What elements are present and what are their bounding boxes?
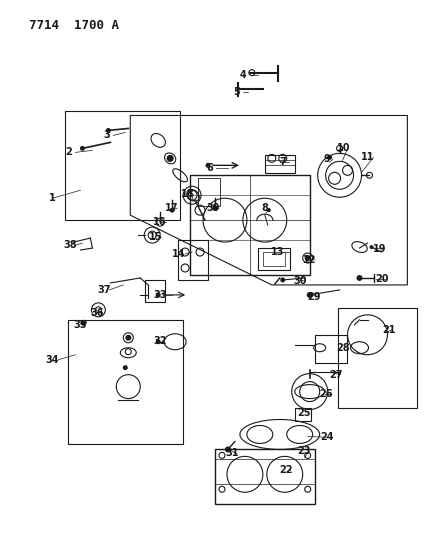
Circle shape (280, 278, 285, 282)
Text: 29: 29 (307, 292, 321, 302)
Text: 18: 18 (181, 189, 195, 199)
Circle shape (225, 447, 231, 453)
Circle shape (307, 292, 313, 298)
Text: 1: 1 (49, 193, 56, 203)
Text: 3: 3 (103, 131, 110, 140)
Circle shape (167, 155, 173, 161)
Circle shape (80, 320, 86, 326)
Bar (215, 449, 315, 504)
Bar (338, 308, 417, 408)
Circle shape (369, 245, 374, 249)
Bar (263, 252, 285, 266)
Text: 14: 14 (172, 249, 186, 259)
Text: 7: 7 (279, 157, 286, 167)
Circle shape (106, 128, 111, 133)
Text: 2: 2 (65, 147, 72, 157)
Circle shape (305, 255, 311, 261)
Text: 12: 12 (303, 255, 316, 265)
Text: 21: 21 (383, 325, 396, 335)
Text: 15: 15 (149, 232, 162, 242)
Text: 36: 36 (91, 308, 104, 318)
Text: 20: 20 (376, 274, 389, 284)
Text: 26: 26 (319, 389, 333, 399)
Circle shape (267, 208, 271, 212)
Text: 24: 24 (320, 432, 333, 442)
Bar (65, 110, 180, 220)
Text: 4: 4 (240, 70, 246, 79)
Text: 10: 10 (337, 143, 351, 154)
Bar (295, 408, 311, 422)
Text: 30: 30 (293, 276, 306, 286)
Bar (315, 335, 347, 362)
Bar (178, 240, 208, 280)
Text: 6: 6 (207, 163, 214, 173)
Text: 35: 35 (74, 320, 87, 330)
Text: 25: 25 (297, 408, 310, 417)
Circle shape (123, 365, 128, 370)
Text: 9: 9 (323, 155, 330, 164)
Bar (145, 280, 165, 302)
Text: 11: 11 (361, 152, 374, 163)
Text: 37: 37 (98, 285, 111, 295)
Circle shape (125, 335, 131, 341)
Circle shape (205, 163, 211, 168)
Text: 39: 39 (206, 203, 220, 213)
Text: 33: 33 (153, 290, 167, 300)
Text: 17: 17 (165, 203, 179, 213)
Text: 7714  1700 A: 7714 1700 A (29, 19, 119, 32)
Text: 5: 5 (234, 86, 240, 96)
Circle shape (156, 293, 160, 297)
Text: 8: 8 (262, 203, 268, 213)
Bar (265, 155, 295, 173)
Text: 16: 16 (153, 217, 167, 227)
Circle shape (327, 155, 332, 160)
Text: 19: 19 (373, 244, 386, 254)
Bar (68, 320, 183, 445)
Text: 34: 34 (46, 354, 59, 365)
Circle shape (357, 275, 363, 281)
Text: 31: 31 (225, 448, 239, 458)
Text: 28: 28 (336, 343, 349, 353)
Text: 22: 22 (279, 465, 292, 475)
Circle shape (169, 208, 175, 213)
Circle shape (156, 340, 160, 344)
Text: 27: 27 (329, 370, 342, 379)
Bar (190, 175, 310, 275)
Bar (258, 248, 290, 270)
Text: 32: 32 (153, 336, 167, 346)
Bar (198, 178, 220, 206)
Text: 13: 13 (271, 247, 285, 257)
Text: 23: 23 (297, 447, 310, 456)
Circle shape (80, 146, 85, 151)
Text: 38: 38 (64, 240, 77, 250)
Circle shape (213, 206, 217, 211)
